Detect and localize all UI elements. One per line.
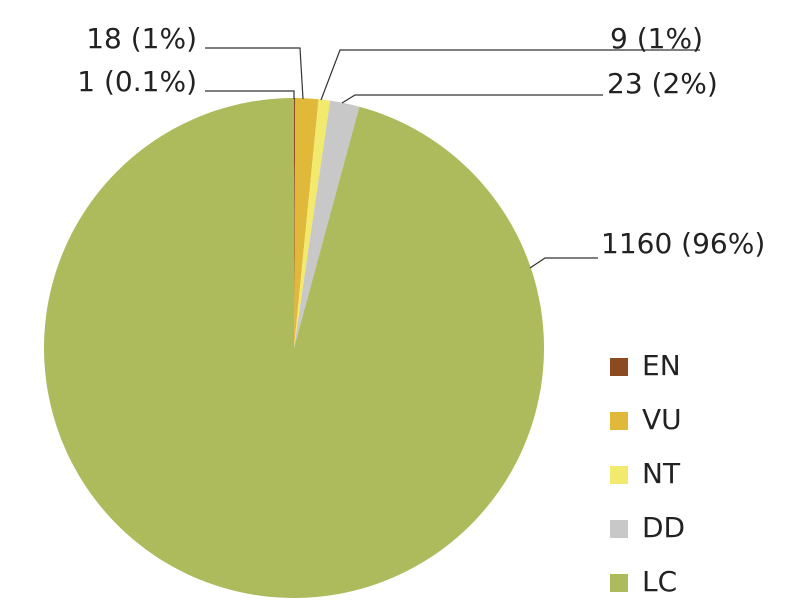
leader-line — [529, 257, 598, 269]
pie-slice — [44, 98, 545, 598]
pie-slice — [294, 100, 360, 348]
legend-label: EN — [642, 349, 681, 382]
legend-swatch — [610, 412, 628, 430]
legend-swatch — [610, 358, 628, 376]
legend-swatch — [610, 520, 628, 538]
leader-line — [205, 90, 295, 99]
pie-slice — [294, 98, 319, 349]
data-label: 9 (1%) — [610, 22, 703, 55]
legend-label: LC — [642, 565, 677, 598]
legend-swatch — [610, 466, 628, 484]
data-label: 1160 (96%) — [601, 227, 765, 260]
data-label: 18 (1%) — [86, 22, 197, 55]
legend-label: DD — [642, 511, 685, 544]
legend-swatch — [610, 574, 628, 592]
leader-line — [320, 49, 700, 101]
pie-slice — [294, 99, 331, 348]
data-label: 1 (0.1%) — [77, 65, 197, 98]
legend-label: NT — [642, 457, 681, 490]
data-label: 23 (2%) — [607, 67, 718, 100]
legend-label: VU — [642, 403, 682, 436]
pie-slice — [294, 98, 296, 348]
leader-line — [341, 94, 603, 104]
leader-line — [205, 47, 304, 100]
